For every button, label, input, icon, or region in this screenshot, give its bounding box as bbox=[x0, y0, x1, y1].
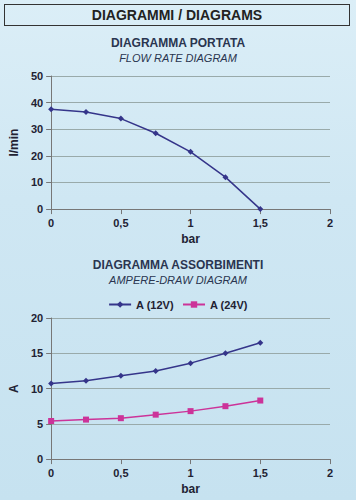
svg-text:0: 0 bbox=[48, 467, 54, 479]
svg-text:30: 30 bbox=[31, 123, 43, 135]
svg-text:40: 40 bbox=[31, 97, 43, 109]
svg-text:0,5: 0,5 bbox=[113, 217, 128, 229]
svg-text:2: 2 bbox=[327, 467, 333, 479]
svg-text:0: 0 bbox=[37, 203, 43, 215]
svg-text:A: A bbox=[7, 384, 21, 393]
svg-text:1: 1 bbox=[188, 217, 194, 229]
svg-text:0: 0 bbox=[48, 217, 54, 229]
svg-text:DIAGRAMMA PORTATA: DIAGRAMMA PORTATA bbox=[111, 36, 246, 50]
svg-text:1,5: 1,5 bbox=[253, 467, 268, 479]
svg-text:AMPERE-DRAW DIAGRAM: AMPERE-DRAW DIAGRAM bbox=[108, 274, 248, 286]
svg-text:bar: bar bbox=[181, 482, 200, 496]
svg-text:10: 10 bbox=[31, 176, 43, 188]
svg-text:FLOW RATE DIAGRAM: FLOW RATE DIAGRAM bbox=[119, 52, 238, 64]
svg-text:DIAGRAMMA ASSORBIMENTI: DIAGRAMMA ASSORBIMENTI bbox=[93, 258, 263, 272]
svg-text:0: 0 bbox=[37, 453, 43, 465]
svg-text:20: 20 bbox=[31, 150, 43, 162]
svg-text:0,5: 0,5 bbox=[113, 467, 128, 479]
svg-text:1,5: 1,5 bbox=[253, 217, 268, 229]
svg-text:5: 5 bbox=[37, 418, 43, 430]
svg-text:10: 10 bbox=[31, 383, 43, 395]
svg-text:A (24V): A (24V) bbox=[210, 299, 248, 311]
svg-text:50: 50 bbox=[31, 70, 43, 82]
svg-text:bar: bar bbox=[181, 232, 200, 246]
svg-text:A (12V): A (12V) bbox=[136, 299, 174, 311]
svg-text:20: 20 bbox=[31, 312, 43, 324]
svg-text:15: 15 bbox=[31, 347, 43, 359]
html-text:DIAGRAMMI / DIAGRAMS: DIAGRAMMI / DIAGRAMS bbox=[91, 7, 263, 23]
svg-text:2: 2 bbox=[327, 217, 333, 229]
svg-text:l/min: l/min bbox=[7, 129, 21, 157]
svg-text:1: 1 bbox=[188, 467, 194, 479]
